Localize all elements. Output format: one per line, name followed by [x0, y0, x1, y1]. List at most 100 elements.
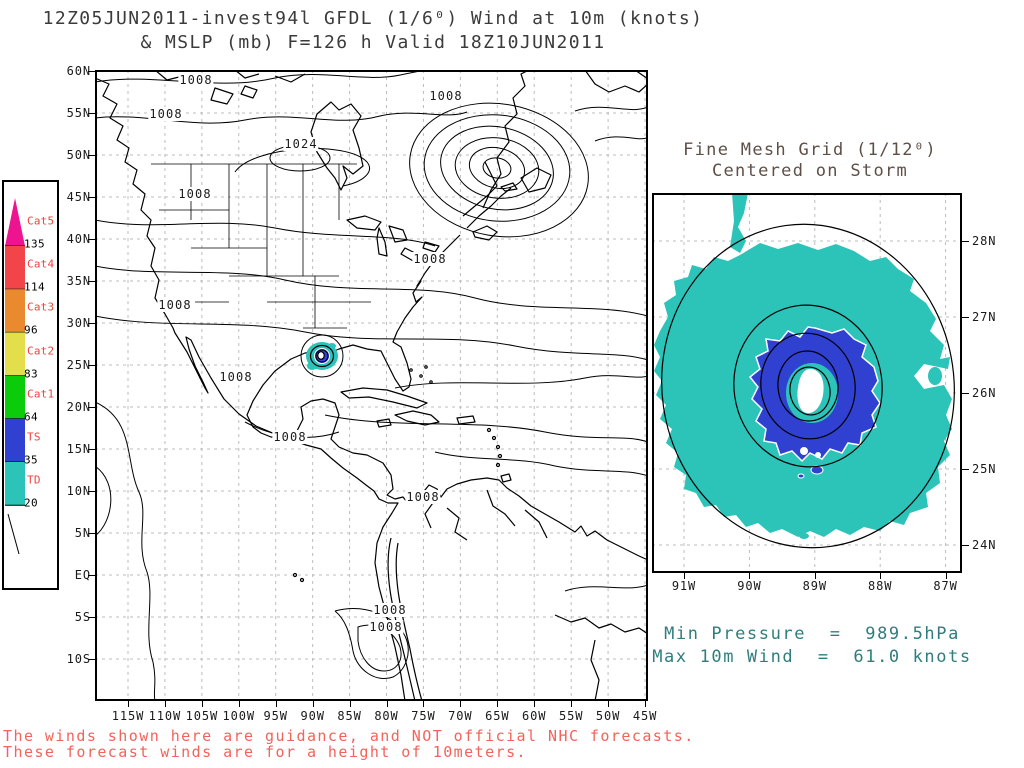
- main-map-lon-label: 110W: [148, 709, 182, 723]
- main-map-lat-label: 35N: [66, 274, 91, 288]
- fine-mesh-lon-label: 87W: [933, 579, 958, 593]
- main-map-lon-label: 95W: [263, 709, 288, 723]
- main-map-lat-tick: [88, 197, 95, 198]
- coastlines: [95, 70, 648, 701]
- main-map-lon-label: 80W: [374, 709, 399, 723]
- fine-mesh-lat-label: 28N: [972, 234, 997, 248]
- main-map-lat-label: 45N: [66, 190, 91, 204]
- main-map-lat-tick: [88, 449, 95, 450]
- legend-threshold-value: 64: [24, 410, 39, 424]
- isobar-value-label: 1008: [372, 603, 408, 617]
- fine-mesh-lat-tick: [962, 469, 969, 470]
- main-forecast-map: 1008 1008 1008 1024 1008 1008 1008 1008 1008 1008…: [95, 70, 648, 701]
- legend-category-label: Cat1: [27, 387, 55, 401]
- isobar-value-label: 1008: [218, 370, 254, 384]
- isobar-value-label: 1008: [178, 73, 214, 87]
- legend-threshold-value: 83: [24, 367, 39, 381]
- main-map-lat-tick: [88, 323, 95, 324]
- main-map-lon-tick: [128, 701, 129, 707]
- main-map-lon-tick: [534, 701, 536, 707]
- main-map-lon-tick: [275, 701, 277, 707]
- isobar-value-label: 1008: [412, 252, 448, 266]
- fine-mesh-lon-tick: [684, 573, 685, 579]
- legend-category-label: Cat3: [27, 300, 55, 314]
- main-map-lon-label: 90W: [300, 709, 325, 723]
- main-map-lon-tick: [312, 701, 314, 707]
- main-map-lat-tick: [88, 575, 95, 576]
- fine-mesh-lat-label: 25N: [972, 462, 997, 476]
- main-map-lat-tick: [88, 281, 95, 282]
- main-map-lon-label: 60W: [522, 709, 547, 723]
- fine-mesh-lat-tick: [962, 393, 969, 394]
- main-map-lon-tick: [645, 701, 647, 707]
- main-map-lat-label: EQ: [74, 568, 91, 582]
- legend-swatch-cat3: [5, 289, 25, 333]
- main-map-lat-label: 25N: [66, 358, 91, 372]
- fine-mesh-lon-label: 91W: [671, 579, 697, 593]
- legend-swatch-cat1: [5, 375, 25, 419]
- disclaimer-line1: The winds shown here are guidance, and N…: [3, 727, 695, 745]
- fine-mesh-isobar-rings: [661, 223, 955, 549]
- main-map-lon-label: 55W: [558, 709, 584, 723]
- wind-speed-legend: Cat5 135 Cat4 114 Cat3 96 Cat2 83 Cat1 64 TS 35 TD 20: [2, 180, 59, 590]
- legend-threshold-value: 35: [24, 453, 39, 467]
- legend-threshold-value: 135: [24, 237, 46, 251]
- main-map-lat-label: 55N: [66, 106, 91, 120]
- legend-swatch-ts: [5, 418, 25, 462]
- max-wind-text: Max 10m Wind = 61.0 knots: [652, 647, 972, 667]
- legend-swatch-cat2: [5, 332, 25, 376]
- legend-swatch-td: [5, 462, 25, 506]
- fine-mesh-border: [652, 193, 962, 573]
- main-map-lon-label: 75W: [411, 709, 436, 723]
- chart-title-line2: & MSLP (mb) F=126 h Valid 18Z10JUN2011: [140, 32, 606, 53]
- fine-mesh-lon-tick: [880, 573, 882, 579]
- main-map-lon-tick: [349, 701, 351, 707]
- legend-below-scale-line: [7, 513, 20, 555]
- legend-colorbar: [5, 198, 25, 555]
- main-map-lon-tick: [608, 701, 610, 707]
- main-map-lon-label: 65W: [485, 709, 510, 723]
- fine-mesh-lon-label: 89W: [802, 579, 827, 593]
- min-pressure-text: Min Pressure = 989.5hPa: [664, 624, 960, 644]
- main-map-lat-label: 5S: [74, 610, 91, 624]
- isobar-value-label: 1008: [405, 490, 441, 504]
- main-map-lon-label: 50W: [595, 709, 621, 723]
- main-map-lon-label: 45W: [632, 709, 658, 723]
- main-map-lat-tick: [88, 407, 95, 408]
- disclaimer-line2: These forecast winds are for a height of…: [3, 743, 528, 761]
- main-map-lat-label: 30N: [66, 316, 91, 330]
- fine-mesh-lon-tick: [814, 573, 816, 579]
- main-map-lat-label: 5N: [74, 526, 91, 540]
- main-map-border: [95, 70, 648, 701]
- legend-category-label: TS: [27, 430, 41, 444]
- main-map-lat-tick: [88, 155, 95, 156]
- isobar-value-label: 1008: [368, 620, 404, 634]
- isobar-value-label: 1008: [177, 187, 213, 201]
- fine-mesh-lon-tick: [945, 573, 947, 579]
- storm-symbol-main: [300, 334, 344, 378]
- fine-mesh-lon-tick: [749, 573, 751, 579]
- legend-category-label: Cat4: [27, 257, 55, 271]
- isobar-value-label: 1008: [157, 298, 193, 312]
- fine-mesh-title-line2: Centered on Storm: [711, 161, 909, 181]
- fine-mesh-map: [652, 193, 962, 573]
- main-map-lon-tick: [201, 701, 203, 707]
- legend-threshold-value: 114: [24, 280, 46, 294]
- main-map-lon-label: 100W: [222, 709, 256, 723]
- main-map-lon-tick: [386, 701, 388, 707]
- main-map-lat-tick: [88, 491, 95, 492]
- isobar-value-label: 1008: [428, 89, 464, 103]
- main-map-lat-tick: [88, 533, 95, 534]
- isobar-value-label: 1008: [272, 430, 308, 444]
- main-map-lat-tick: [88, 239, 95, 240]
- fine-mesh-lat-tick: [962, 317, 969, 318]
- isobar-value-label: 1008: [148, 107, 184, 121]
- legend-swatch-cat5: [5, 198, 25, 246]
- legend-swatch-cat4: [5, 246, 25, 290]
- fine-mesh-lat-label: 24N: [972, 538, 997, 552]
- fine-mesh-lat-label: 27N: [972, 310, 997, 324]
- main-map-lon-tick: [238, 701, 240, 707]
- legend-threshold-value: 20: [24, 496, 39, 510]
- main-map-lon-tick: [164, 701, 166, 707]
- main-map-lon-label: 115W: [111, 709, 145, 723]
